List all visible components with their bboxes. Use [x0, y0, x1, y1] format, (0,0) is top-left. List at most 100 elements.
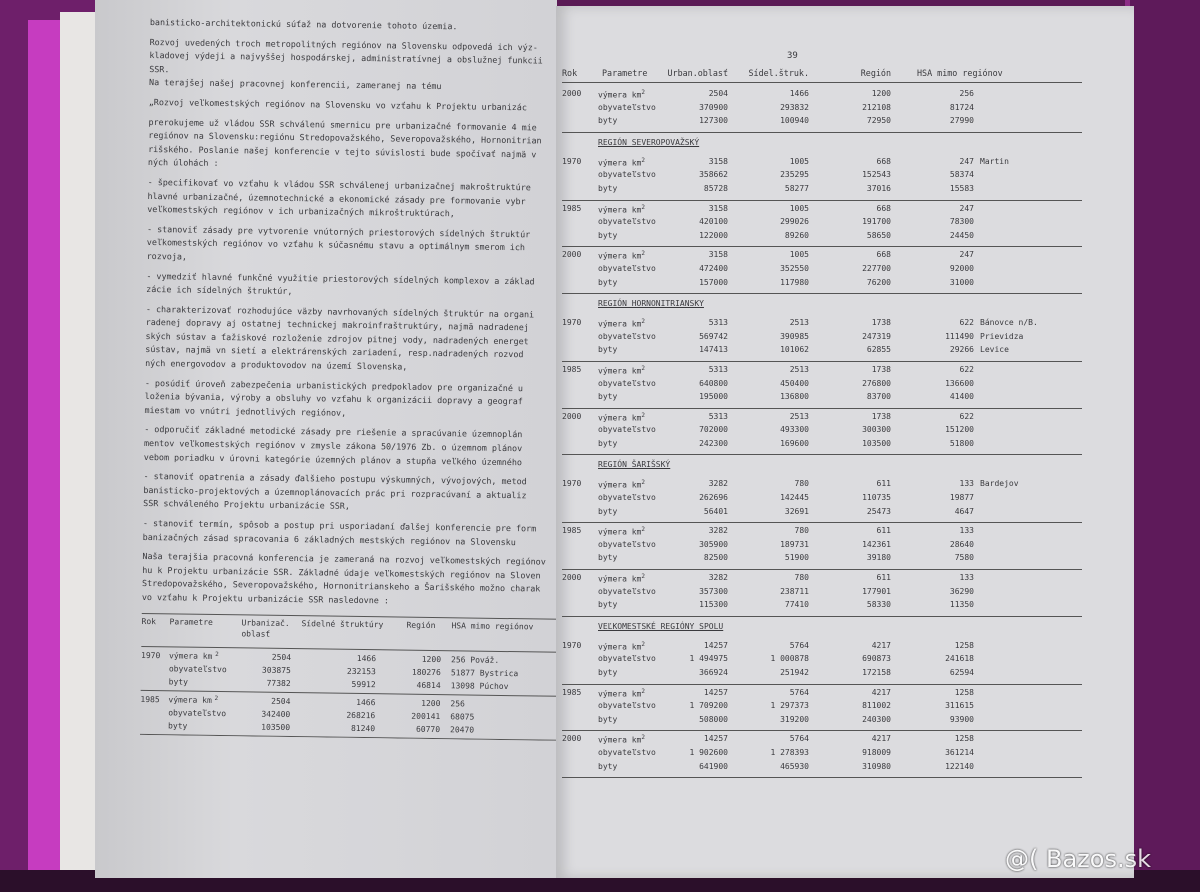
header-rok: Rok — [562, 68, 578, 78]
table-row: byty 147413 101062 62855 29266 Levice — [562, 345, 1082, 359]
parameter-label: byty — [598, 230, 618, 240]
parameter-label: obyvateľstvo — [598, 263, 656, 273]
table-row: obyvateľstvo 569742 390985 247319 111490 Prie… — [562, 332, 1082, 346]
value-cell: 2513 — [789, 318, 809, 328]
value-cell: 136600 — [945, 378, 974, 388]
table-section: REGIÓN ŠARIŠSKÝ 1970 výmera km2 3282 780 611 1… — [562, 455, 1082, 617]
year-block: 1985 výmera km2 14257 5764 4217 1258 obyvateľs… — [562, 685, 1082, 732]
paragraph: - vymedziť hlavné funkčné využitie pries… — [146, 269, 566, 302]
value-cell: 72950 — [866, 116, 891, 126]
parameter-cell: výmera km2 — [598, 526, 645, 537]
parameter-label: výmera km — [598, 574, 642, 584]
value-cell: 77382 — [266, 678, 291, 688]
value-cell: 4217 — [871, 687, 891, 697]
superscript: 2 — [641, 203, 645, 211]
value-cell: 780 — [794, 573, 809, 583]
value-cell: 76200 — [866, 277, 891, 287]
value-cell: 58277 — [784, 183, 809, 193]
value-cell: 37016 — [866, 183, 891, 193]
value-cell: 4647 — [954, 506, 974, 516]
section-title-text: REGIÓN SEVEROPOVAŽSKÝ — [598, 137, 700, 147]
paragraph: Naša terajšia pracovná konferencia je za… — [142, 550, 563, 610]
paragraph: - stanoviť zásady pre vytvorenie vnútorn… — [147, 223, 568, 270]
value-cell: 622 — [959, 318, 974, 328]
table-row: 1985 výmera km2 3158 1005 668 247 — [562, 204, 1082, 218]
table-section: REGIÓN SEVEROPOVAŽSKÝ 1970 výmera km2 3158 1… — [562, 133, 1082, 295]
table-row: byty 641900 465930 310980 122140 — [562, 762, 1082, 776]
value-cell: 1 902600 — [689, 747, 728, 757]
value-cell: 14257 — [703, 640, 728, 650]
value-cell: 142361 — [862, 539, 891, 549]
value-cell: 420100 — [699, 217, 728, 227]
value-cell: 5764 — [789, 687, 809, 697]
value-cell: 641900 — [699, 761, 728, 771]
value-cell: 1258 — [954, 734, 974, 744]
value-cell: 235295 — [780, 170, 809, 180]
value-cell: 7580 — [954, 553, 974, 563]
header-parametre: Parametre — [602, 68, 648, 78]
value-cell: 508000 — [699, 714, 728, 724]
superscript: 2 — [641, 640, 645, 648]
value-cell: 58374 — [949, 170, 974, 180]
parameter-cell: výmera km2 — [598, 641, 645, 652]
value-cell: 83700 — [866, 392, 891, 402]
year-block: 1985 výmera km2 5313 2513 1738 622 obyvateľstv… — [562, 362, 1082, 409]
value-cell: 1 297373 — [770, 701, 809, 711]
value-cell: 200141 — [411, 711, 441, 721]
table-row: byty 127300 100940 72950 27990 — [562, 116, 1082, 130]
header-cell: Región — [406, 620, 436, 630]
district-note: Bardejov — [980, 479, 1019, 489]
left-table: Rok Parametre Urbanizač. oblasť Sídelné štr… — [139, 612, 562, 741]
value-cell: 169600 — [780, 438, 809, 448]
year-block: 2000 výmera km2 14257 5764 4217 1258 obyvateľs… — [562, 731, 1082, 779]
value-cell: 247 — [959, 203, 974, 213]
year-cell: 1970 — [562, 318, 582, 328]
value-cell: 668 — [876, 156, 891, 166]
value-cell: 46814 — [416, 680, 441, 690]
parameter-label: byty — [598, 438, 618, 448]
header-cell: Sídelné štruktúry — [301, 618, 384, 629]
value-cell: 1738 — [871, 318, 891, 328]
value-cell: 78300 — [949, 217, 974, 227]
header-sidel: Sídel.štruk. — [748, 68, 809, 78]
paragraph: - posúdiť úroveň zabezpečenia urbanistic… — [144, 377, 565, 424]
parameter-label: byty — [598, 553, 618, 563]
value-cell: 133 — [959, 479, 974, 489]
section-title-text: VEĽKOMESTSKÉ REGIÓNY SPOLU — [598, 621, 724, 631]
parameter-label: byty — [598, 345, 618, 355]
paragraph: prerokujeme už vládou SSR schválenú smer… — [148, 116, 569, 176]
value-cell: 14257 — [703, 687, 728, 697]
value-cell: 640800 — [699, 378, 728, 388]
value-cell: 702000 — [699, 425, 728, 435]
parameter-label: výmera km — [598, 319, 642, 329]
table-row: 2000 výmera km2 2504 1466 1200 256 — [562, 89, 1082, 103]
value-cell: 622 — [959, 364, 974, 374]
book-cover-right — [1130, 0, 1200, 892]
parameter-cell: výmera km2 — [598, 204, 645, 215]
parameter-cell: obyvateľstvo — [598, 103, 656, 112]
value-cell: 133 — [959, 573, 974, 583]
parameter-cell: obyvateľstvo — [598, 748, 656, 757]
value-cell: 195000 — [699, 392, 728, 402]
year-cell: 1985 — [562, 203, 582, 213]
paragraph: - charakterizovať rozhodujúce väzby navr… — [145, 303, 566, 377]
value-cell: 25473 — [866, 506, 891, 516]
value-cell: 611 — [876, 526, 891, 536]
header-cell: Urbanizač. oblasť — [241, 617, 290, 639]
parameter: výmera km — [168, 694, 212, 705]
parameter-label: obyvateľstvo — [598, 378, 656, 388]
year-cell: 1970 — [562, 479, 582, 489]
parameter-cell: výmera km2 — [598, 365, 645, 376]
parameter-cell: byty — [598, 668, 617, 677]
parameter-label: byty — [598, 714, 618, 724]
paragraph: banisticko-architektonickú súťaž na dotv… — [150, 16, 570, 35]
value-cell: 51800 — [949, 438, 974, 448]
parameter-cell: byty — [598, 600, 617, 609]
parameter-label: byty — [598, 506, 618, 516]
parameter-label: výmera km — [598, 736, 642, 746]
parameter-cell: byty — [598, 231, 617, 240]
parameter-cell: obyvateľstvo — [598, 379, 656, 388]
value-cell: 227700 — [862, 263, 891, 273]
value-cell: 191700 — [862, 217, 891, 227]
text-line: banisticko-architektonickú súťaž na dotv… — [149, 16, 458, 32]
